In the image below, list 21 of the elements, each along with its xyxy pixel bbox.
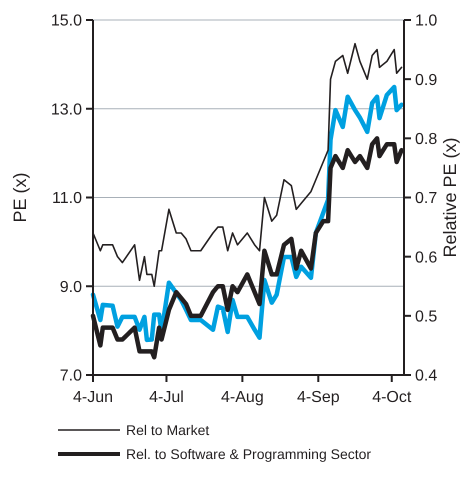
y-tick-label: 11.0 [52,190,82,208]
y2-tick-label: 1.0 [415,12,438,30]
y-tick-label: 9.0 [60,278,82,296]
x-tick-label: 4-Aug [221,389,264,406]
y2-tick-label: 0.4 [415,368,438,385]
x-tick-label: 4-Sep [296,389,340,406]
y-tick-label: 15.0 [50,12,82,30]
y-tick-label: 7.0 [60,368,82,385]
x-tick-label: 4-Jun [72,389,114,406]
x-tick-label: 4-Oct [372,389,412,406]
y-tick-label: 13.0 [50,101,82,118]
y2-axis-title: Relative PE (x) [440,137,460,258]
y-axis-title: PE (x) [10,172,30,223]
legend-label: Rel. to Software & Programming Sector [126,446,372,462]
x-tick-label: 4-Jul [149,389,184,406]
y2-tick-label: 0.7 [415,190,438,208]
y2-tick-label: 0.6 [415,249,438,266]
y2-tick-label: 0.8 [415,130,438,148]
y2-tick-label: 0.9 [415,72,438,89]
y2-tick-label: 0.5 [415,308,438,326]
legend-label: Rel to Market [126,422,210,438]
